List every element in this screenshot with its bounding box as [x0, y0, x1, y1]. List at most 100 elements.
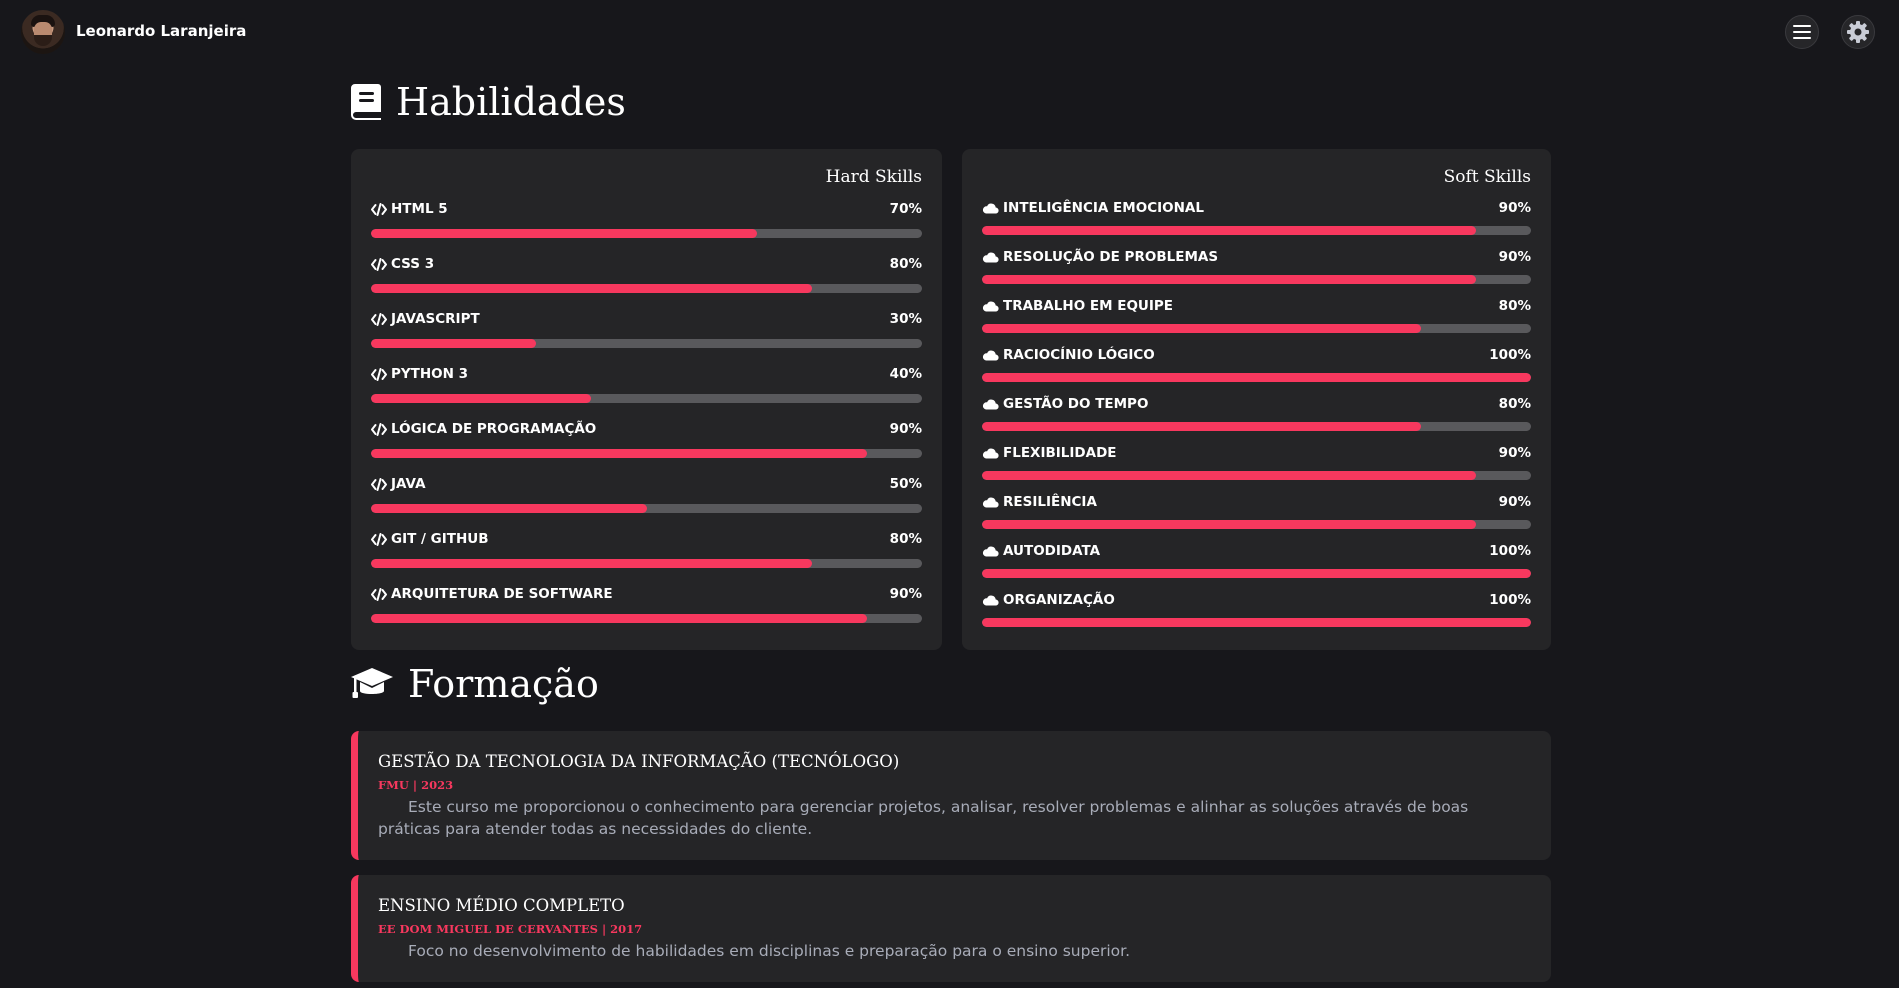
skill-label: AUTODIDATA: [1003, 543, 1101, 559]
education-title: GESTÃO DA TECNOLOGIA DA INFORMAÇÃO (TECN…: [378, 752, 900, 771]
skill-percent: 40%: [889, 366, 922, 382]
skill-name: JAVASCRIPT: [371, 311, 480, 327]
avatar-beard: [34, 35, 52, 46]
graduation-cap-icon: [350, 666, 394, 702]
user-name: Leonardo Laranjeira: [76, 22, 247, 40]
education-institution: FMU | 2023: [378, 778, 454, 792]
skill-progress-track: [371, 339, 922, 348]
skill-row: JAVASCRIPT 30%: [371, 311, 922, 329]
cloud-icon: [982, 545, 999, 557]
skill-progress-track: [371, 284, 922, 293]
skill-label: PYTHON 3: [391, 366, 469, 382]
skill-name: PYTHON 3: [371, 366, 468, 382]
skill-name: RACIOCÍNIO LÓGICO: [982, 347, 1155, 363]
settings-button[interactable]: [1841, 15, 1875, 49]
skill-progress-fill: [982, 520, 1477, 529]
skill-row: HTML 5 70%: [371, 201, 922, 219]
cloud-icon: [982, 202, 999, 214]
skill-item: RESILIÊNCIA 90%: [982, 494, 1531, 534]
skill-percent: 70%: [889, 201, 922, 217]
skill-name: HTML 5: [371, 201, 448, 217]
skill-item: GIT / GITHUB 80%: [371, 531, 922, 571]
skill-name: INTELIGÊNCIA EMOCIONAL: [982, 200, 1204, 216]
skill-name: RESILIÊNCIA: [982, 494, 1097, 510]
skill-item: RESOLUÇÃO DE PROBLEMAS 90%: [982, 249, 1531, 289]
skill-progress-fill: [982, 618, 1531, 627]
code-icon: [371, 422, 387, 436]
skill-progress-track: [371, 394, 922, 403]
skill-row: ORGANIZAÇÃO 100%: [982, 592, 1531, 610]
skill-percent: 90%: [1498, 249, 1531, 265]
education-description: Foco no desenvolvimento de habilidades e…: [408, 942, 1131, 960]
skill-percent: 80%: [1498, 396, 1531, 412]
skill-label: HTML 5: [391, 201, 448, 217]
skill-progress-fill: [982, 422, 1422, 431]
skill-row: PYTHON 3 40%: [371, 366, 922, 384]
skill-label: JAVASCRIPT: [391, 311, 480, 327]
skill-progress-track: [982, 471, 1531, 480]
education-card: ENSINO MÉDIO COMPLETO EE DOM MIGUEL DE C…: [351, 875, 1551, 982]
skill-row: LÓGICA DE PROGRAMAÇÃO 90%: [371, 421, 922, 439]
skill-progress-fill: [982, 373, 1531, 382]
skill-label: INTELIGÊNCIA EMOCIONAL: [1003, 200, 1204, 216]
skill-row: JAVA 50%: [371, 476, 922, 494]
skill-percent: 100%: [1489, 543, 1531, 559]
skill-progress-track: [371, 559, 922, 568]
skill-percent: 90%: [1498, 200, 1531, 216]
skill-row: GESTÃO DO TEMPO 80%: [982, 396, 1531, 414]
soft-skills-heading: Soft Skills: [1443, 167, 1531, 187]
cloud-icon: [982, 496, 999, 508]
skill-item: JAVASCRIPT 30%: [371, 311, 922, 351]
skill-name: LÓGICA DE PROGRAMAÇÃO: [371, 421, 596, 437]
skill-row: CSS 3 80%: [371, 256, 922, 274]
avatar[interactable]: [21, 10, 65, 54]
education-description: Este curso me proporcionou o conheciment…: [378, 798, 1469, 838]
skill-percent: 90%: [889, 421, 922, 437]
skill-name: JAVA: [371, 476, 426, 492]
menu-button[interactable]: [1785, 15, 1819, 49]
skill-row: FLEXIBILIDADE 90%: [982, 445, 1531, 463]
skill-label: LÓGICA DE PROGRAMAÇÃO: [391, 421, 597, 437]
skill-progress-fill: [982, 275, 1477, 284]
skill-progress-track: [371, 449, 922, 458]
cloud-icon: [982, 251, 999, 263]
skill-percent: 100%: [1489, 592, 1531, 608]
cloud-icon: [982, 349, 999, 361]
skill-label: CSS 3: [391, 256, 435, 272]
code-icon: [371, 257, 387, 271]
skill-item: GESTÃO DO TEMPO 80%: [982, 396, 1531, 436]
education-title: ENSINO MÉDIO COMPLETO: [378, 896, 625, 915]
skills-title-text: Habilidades: [396, 80, 626, 124]
skill-row: ARQUITETURA DE SOFTWARE 90%: [371, 586, 922, 604]
skill-row: RACIOCÍNIO LÓGICO 100%: [982, 347, 1531, 365]
skill-progress-track: [371, 614, 922, 623]
skill-name: FLEXIBILIDADE: [982, 445, 1117, 461]
skill-progress-track: [982, 569, 1531, 578]
skill-progress-fill: [371, 559, 812, 568]
skill-item: RACIOCÍNIO LÓGICO 100%: [982, 347, 1531, 387]
skill-progress-fill: [371, 504, 647, 513]
soft-skills-card: Soft Skills INTELIGÊNCIA EMOCIONAL 90% RES…: [962, 149, 1551, 650]
skill-progress-track: [982, 226, 1531, 235]
skill-label: JAVA: [391, 476, 426, 492]
skill-label: FLEXIBILIDADE: [1003, 445, 1117, 461]
skill-name: TRABALHO EM EQUIPE: [982, 298, 1173, 314]
skill-label: ARQUITETURA DE SOFTWARE: [391, 586, 613, 602]
skill-name: GESTÃO DO TEMPO: [982, 396, 1148, 412]
skill-row: GIT / GITHUB 80%: [371, 531, 922, 549]
skill-name: AUTODIDATA: [982, 543, 1100, 559]
gear-icon: [1847, 21, 1869, 43]
code-icon: [371, 532, 387, 546]
skill-progress-track: [982, 324, 1531, 333]
skill-item: JAVA 50%: [371, 476, 922, 516]
code-icon: [371, 202, 387, 216]
skill-progress-track: [982, 618, 1531, 627]
skill-label: RESILIÊNCIA: [1003, 494, 1097, 510]
education-title-text: Formação: [408, 662, 599, 706]
code-icon: [371, 587, 387, 601]
skill-item: CSS 3 80%: [371, 256, 922, 296]
skill-name: GIT / GITHUB: [371, 531, 489, 547]
cloud-icon: [982, 447, 999, 459]
skill-progress-fill: [371, 614, 867, 623]
skill-percent: 80%: [889, 531, 922, 547]
